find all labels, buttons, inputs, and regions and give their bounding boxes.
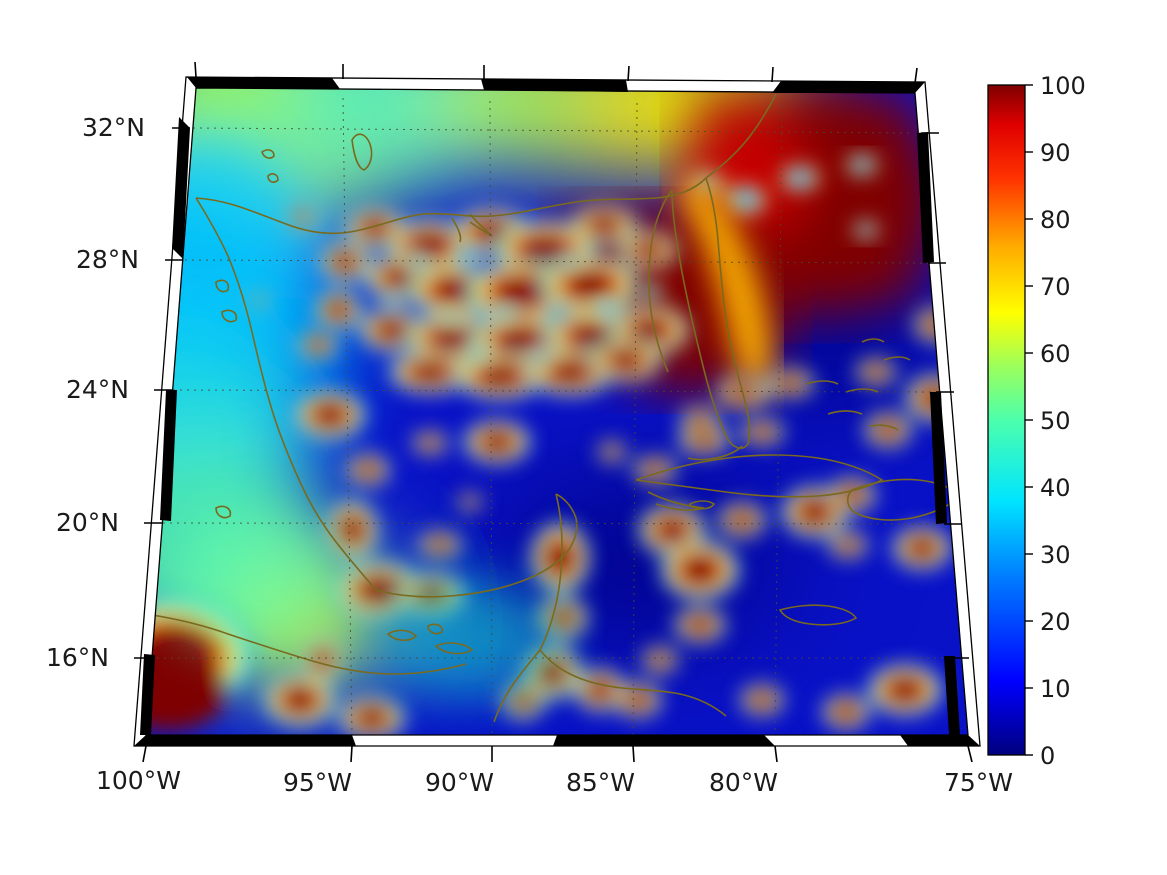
ytick-label-24N: 24°N — [66, 375, 130, 404]
map-frame — [133, 61, 981, 763]
ytick-label-20N: 20°N — [56, 508, 120, 537]
xtick-label-75W: 75°W — [944, 768, 1014, 797]
colorbar-label-10: 10 — [1040, 675, 1071, 703]
colorbar-label-100: 100 — [1040, 72, 1086, 100]
colorbar-label-20: 20 — [1040, 608, 1071, 636]
ytick-label-28N: 28°N — [76, 245, 140, 274]
graticule — [150, 97, 962, 735]
colorbar-label-0: 0 — [1040, 742, 1056, 770]
colorbar-label-50: 50 — [1040, 407, 1071, 435]
xtick-label-85W: 85°W — [566, 768, 636, 797]
colorbar-label-60: 60 — [1040, 340, 1071, 368]
ytick-label-16N: 16°N — [46, 643, 110, 672]
colorbar-label-90: 90 — [1040, 139, 1071, 167]
xtick-label-95W: 95°W — [283, 768, 353, 797]
xtick-label-80W: 80°W — [709, 768, 779, 797]
cool-holes — [380, 248, 664, 365]
map-data-field — [146, 88, 968, 735]
xtick-label-90W: 90°W — [425, 768, 495, 797]
colorbar-label-40: 40 — [1040, 474, 1071, 502]
ytick-label-32N: 32°N — [82, 113, 146, 142]
colorbar-label-30: 30 — [1040, 541, 1071, 569]
colorbar-label-80: 80 — [1040, 206, 1071, 234]
colorbar-label-70: 70 — [1040, 273, 1071, 301]
xtick-label-100W: 100°W — [96, 766, 181, 795]
coastlines — [146, 93, 962, 723]
